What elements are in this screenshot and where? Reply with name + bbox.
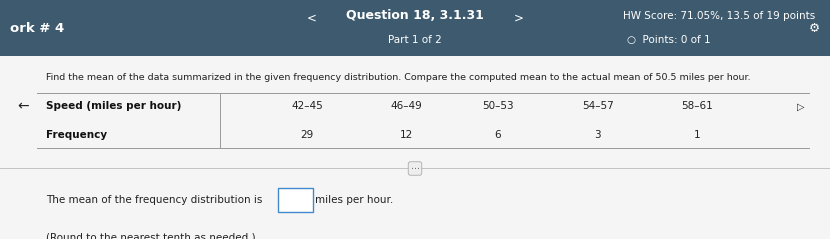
FancyBboxPatch shape: [0, 0, 830, 56]
Text: The mean of the frequency distribution is: The mean of the frequency distribution i…: [46, 195, 262, 205]
Text: 46–49: 46–49: [391, 101, 422, 111]
FancyBboxPatch shape: [0, 56, 830, 239]
Text: 42–45: 42–45: [291, 101, 323, 111]
Text: Question 18, 3.1.31: Question 18, 3.1.31: [346, 9, 484, 22]
Text: Part 1 of 2: Part 1 of 2: [388, 35, 442, 45]
Text: 54–57: 54–57: [582, 101, 613, 111]
Text: ○  Points: 0 of 1: ○ Points: 0 of 1: [627, 35, 710, 45]
Text: ⋯: ⋯: [411, 164, 419, 173]
Text: Frequency: Frequency: [46, 130, 107, 140]
Text: ▷: ▷: [797, 101, 805, 111]
Text: ork # 4: ork # 4: [10, 22, 64, 35]
Text: <: <: [306, 11, 316, 24]
Text: Speed (miles per hour): Speed (miles per hour): [46, 101, 181, 111]
Text: 12: 12: [400, 130, 413, 140]
Text: ⚙: ⚙: [808, 22, 820, 35]
Text: 1: 1: [694, 130, 701, 140]
Text: 3: 3: [594, 130, 601, 140]
Text: 29: 29: [300, 130, 314, 140]
Text: Find the mean of the data summarized in the given frequency distribution. Compar: Find the mean of the data summarized in …: [46, 73, 750, 82]
Text: 58–61: 58–61: [681, 101, 713, 111]
FancyBboxPatch shape: [278, 188, 313, 212]
Text: HW Score: 71.05%, 13.5 of 19 points: HW Score: 71.05%, 13.5 of 19 points: [622, 11, 815, 21]
Text: >: >: [514, 11, 524, 24]
Text: ←: ←: [17, 99, 29, 113]
Text: miles per hour.: miles per hour.: [315, 195, 393, 205]
Text: 50–53: 50–53: [482, 101, 514, 111]
Text: 6: 6: [495, 130, 501, 140]
Text: (Round to the nearest tenth as needed.): (Round to the nearest tenth as needed.): [46, 233, 256, 239]
